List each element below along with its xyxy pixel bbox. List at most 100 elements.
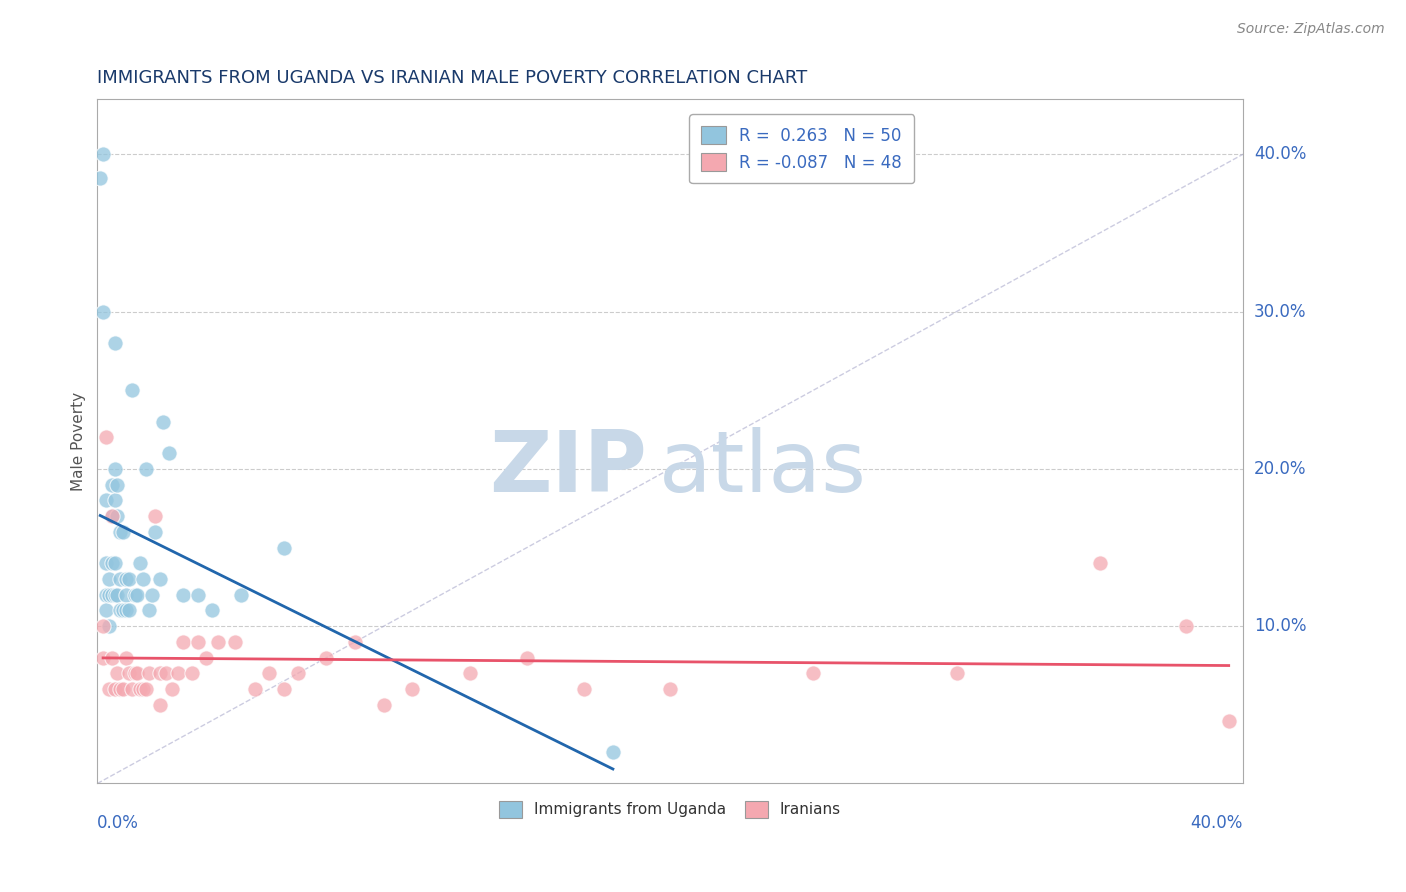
Point: [115, 588, 138, 602]
Point: [1218, 714, 1240, 728]
Point: [100, 588, 122, 602]
Point: [195, 650, 218, 665]
Point: [105, 477, 128, 491]
Point: [94, 588, 117, 602]
Text: IMMIGRANTS FROM UGANDA VS IRANIAN MALE POVERTY CORRELATION CHART: IMMIGRANTS FROM UGANDA VS IRANIAN MALE P…: [97, 69, 807, 87]
Point: [149, 666, 172, 681]
Point: [89, 170, 111, 185]
Point: [94, 603, 117, 617]
Point: [112, 524, 135, 539]
Text: 20.0%: 20.0%: [1254, 460, 1306, 478]
Point: [129, 682, 152, 697]
Point: [135, 462, 157, 476]
Point: [121, 383, 143, 397]
Point: [94, 430, 117, 444]
Point: [121, 682, 143, 697]
Point: [105, 509, 128, 524]
Point: [127, 666, 149, 681]
Y-axis label: Male Poverty: Male Poverty: [72, 392, 86, 491]
Point: [97, 682, 120, 697]
Point: [149, 698, 172, 712]
Point: [124, 588, 146, 602]
Point: [112, 682, 135, 697]
Point: [129, 556, 152, 570]
Point: [172, 588, 194, 602]
Point: [172, 635, 194, 649]
Point: [110, 524, 132, 539]
Point: [118, 603, 141, 617]
Point: [207, 635, 229, 649]
Point: [273, 541, 295, 555]
Point: [91, 304, 114, 318]
Point: [97, 619, 120, 633]
Point: [118, 666, 141, 681]
Point: [115, 650, 138, 665]
Point: [458, 666, 481, 681]
Point: [138, 666, 160, 681]
Point: [91, 619, 114, 633]
Point: [229, 588, 252, 602]
Point: [1174, 619, 1197, 633]
Point: [94, 493, 117, 508]
Point: [803, 666, 825, 681]
Point: [97, 572, 120, 586]
Point: [100, 556, 122, 570]
Point: [152, 415, 174, 429]
Point: [659, 682, 682, 697]
Point: [143, 509, 166, 524]
Point: [257, 666, 280, 681]
Point: [100, 509, 122, 524]
Point: [110, 572, 132, 586]
Legend: Immigrants from Uganda, Iranians: Immigrants from Uganda, Iranians: [494, 795, 848, 823]
Point: [103, 682, 125, 697]
Point: [187, 588, 209, 602]
Point: [103, 556, 125, 570]
Point: [143, 524, 166, 539]
Point: [373, 698, 395, 712]
Point: [103, 493, 125, 508]
Text: 30.0%: 30.0%: [1254, 302, 1306, 320]
Point: [110, 603, 132, 617]
Point: [160, 682, 183, 697]
Text: atlas: atlas: [659, 427, 866, 510]
Point: [287, 666, 309, 681]
Text: 40.0%: 40.0%: [1191, 814, 1243, 832]
Point: [1088, 556, 1111, 570]
Point: [602, 745, 624, 759]
Point: [110, 682, 132, 697]
Point: [100, 509, 122, 524]
Point: [132, 682, 155, 697]
Point: [141, 588, 163, 602]
Point: [224, 635, 246, 649]
Point: [945, 666, 967, 681]
Point: [187, 635, 209, 649]
Point: [115, 603, 138, 617]
Point: [180, 666, 202, 681]
Point: [100, 650, 122, 665]
Text: Source: ZipAtlas.com: Source: ZipAtlas.com: [1237, 22, 1385, 37]
Point: [105, 666, 128, 681]
Text: ZIP: ZIP: [489, 427, 647, 510]
Point: [124, 666, 146, 681]
Point: [91, 147, 114, 161]
Point: [201, 603, 224, 617]
Point: [401, 682, 423, 697]
Point: [166, 666, 188, 681]
Point: [100, 477, 122, 491]
Point: [105, 588, 128, 602]
Text: 0.0%: 0.0%: [97, 814, 139, 832]
Point: [516, 650, 538, 665]
Point: [149, 572, 172, 586]
Point: [103, 336, 125, 351]
Point: [138, 603, 160, 617]
Point: [118, 572, 141, 586]
Point: [115, 572, 138, 586]
Point: [574, 682, 596, 697]
Point: [127, 588, 149, 602]
Point: [103, 462, 125, 476]
Point: [132, 572, 155, 586]
Point: [97, 588, 120, 602]
Point: [103, 588, 125, 602]
Point: [243, 682, 266, 697]
Point: [94, 556, 117, 570]
